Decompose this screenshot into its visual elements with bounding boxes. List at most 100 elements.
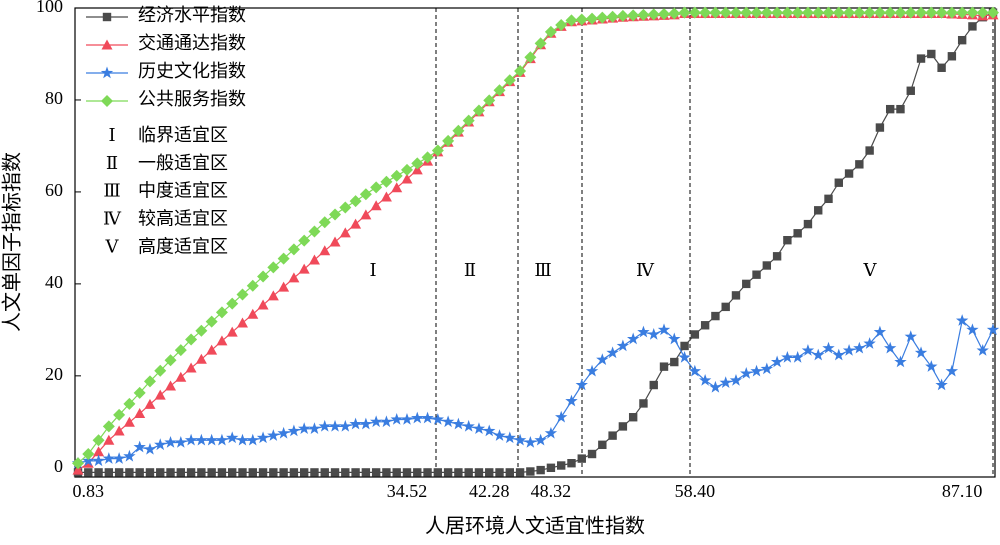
marker [976,6,989,19]
y-tick-label: 60 [45,180,63,200]
marker [226,431,239,444]
region-numeral: Ⅰ [108,125,115,145]
marker [370,181,383,194]
marker [814,206,823,215]
marker [413,468,422,477]
marker [205,315,218,328]
marker [966,6,979,19]
region-numeral: Ⅱ [106,153,118,173]
marker [442,134,455,147]
marker [606,10,619,23]
marker [565,394,578,407]
x-tick-label: 48.32 [531,481,572,501]
marker [678,350,691,363]
marker [269,468,278,477]
legend-label: 经济水平指数 [138,5,246,25]
marker [904,330,917,343]
marker [319,245,331,256]
marker [925,6,938,19]
region-boundaries [435,8,994,477]
region-name: 中度适宜区 [138,181,228,201]
marker [945,6,958,19]
marker [873,6,886,19]
y-axis-label: 人文单因子指标指数 [1,152,24,332]
marker [493,429,506,441]
marker [195,324,208,337]
marker [351,468,360,477]
marker [628,413,638,422]
marker [688,364,702,377]
marker [277,252,290,265]
marker [318,216,331,229]
marker [894,6,907,19]
marker [361,468,371,477]
marker [125,468,134,477]
marker [134,408,146,419]
marker [822,341,835,354]
x-tick-label: 58.40 [675,481,716,501]
series [73,8,998,477]
marker [750,6,763,19]
marker [258,468,268,477]
marker [82,454,95,467]
marker [104,468,114,477]
marker [135,468,144,477]
marker [627,9,640,22]
marker [370,200,382,211]
marker [102,452,116,464]
marker [400,163,413,176]
marker [955,314,969,326]
marker [986,323,1000,336]
marker [154,438,167,451]
marker [987,6,999,19]
marker [474,468,484,477]
y-tick-label: 100 [36,0,63,16]
marker [144,398,156,409]
marker [493,84,506,97]
marker [175,371,187,382]
region-name: 较高适宜区 [138,209,228,229]
marker [421,151,434,164]
marker [824,194,833,204]
marker [308,225,321,238]
marker [164,436,177,448]
region-label: Ⅲ [534,260,551,280]
marker [927,49,936,59]
marker [585,364,599,377]
marker [842,344,856,356]
marker [670,357,679,367]
marker [793,229,802,238]
y-tick-label: 80 [45,88,63,108]
marker [884,341,897,354]
marker [369,415,383,428]
marker [349,195,362,208]
marker [113,425,125,436]
marker [719,6,732,19]
marker [711,311,720,321]
marker [534,433,547,446]
marker [308,422,321,434]
marker [289,468,299,477]
marker [431,144,444,157]
marker [145,468,155,477]
marker [441,415,455,428]
marker [113,408,126,421]
marker [524,51,537,64]
marker [966,323,979,336]
x-tick-label: 34.52 [387,481,428,501]
region-label: Ⅳ [636,260,655,280]
marker [935,378,948,391]
marker [186,468,196,477]
marker [279,468,288,477]
marker [637,8,650,21]
marker [853,341,866,354]
marker [598,440,607,450]
marker [103,434,115,445]
marker [659,362,669,371]
marker [433,468,443,477]
marker [668,332,681,345]
marker [618,422,628,431]
region-name: 一般适宜区 [138,153,228,173]
marker [464,468,473,477]
marker [863,6,876,19]
